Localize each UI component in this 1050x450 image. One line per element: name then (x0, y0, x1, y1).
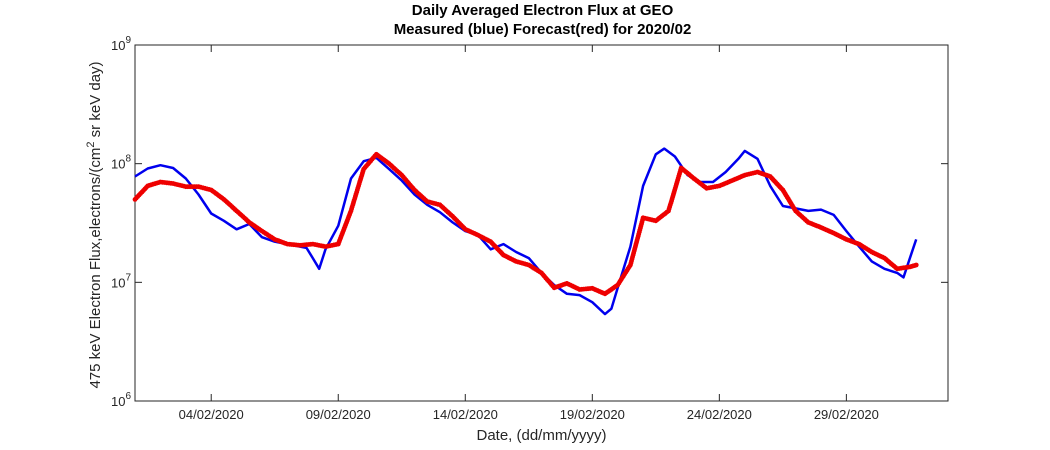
plot-frame (134, 44, 949, 402)
y-axis-label-text-end: sr keV day) (87, 61, 104, 141)
forecast-series (132, 151, 919, 297)
series-layer (132, 147, 919, 316)
x-tick-label: 24/02/2020 (687, 407, 752, 422)
y-tick-exponent: 9 (125, 35, 131, 46)
y-tick-label: 108 (111, 154, 131, 172)
y-axis-label-superscript: 2 (85, 141, 97, 147)
x-tick-label: 14/02/2020 (433, 407, 498, 422)
y-tick-label: 107 (111, 272, 131, 290)
chart-title: Daily Averaged Electron Flux at GEO (411, 2, 674, 19)
y-tick-exponent: 6 (125, 391, 131, 402)
y-tick-base: 10 (111, 394, 125, 409)
y-tick-base: 10 (111, 157, 125, 172)
y-axis-label: 475 keV Electron Flux,electrons/(cm2 sr … (85, 61, 104, 388)
x-tick-label: 29/02/2020 (814, 407, 879, 422)
x-tick-label: 09/02/2020 (306, 407, 371, 422)
x-axis-label: Date, (dd/mm/yyyy) (476, 427, 606, 444)
forecast-point (913, 262, 919, 268)
axes: 04/02/2020 09/02/2020 14/02/2020 19/02/2020… (111, 35, 949, 422)
y-tick-exponent: 8 (125, 154, 131, 165)
y-tick-exponent: 7 (125, 272, 131, 283)
x-tick-label: 04/02/2020 (179, 407, 244, 422)
y-tick-label: 106 (111, 391, 131, 409)
x-tick-label: 19/02/2020 (560, 407, 625, 422)
measured-series-line (134, 147, 918, 316)
y-tick-base: 10 (111, 38, 125, 53)
y-tick-label: 109 (111, 35, 131, 53)
chart-subtitle: Measured (blue) Forecast(red) for 2020/0… (393, 21, 692, 38)
y-tick-base: 10 (111, 275, 125, 290)
y-axis-label-text: 475 keV Electron Flux,electrons/(cm (87, 148, 104, 389)
